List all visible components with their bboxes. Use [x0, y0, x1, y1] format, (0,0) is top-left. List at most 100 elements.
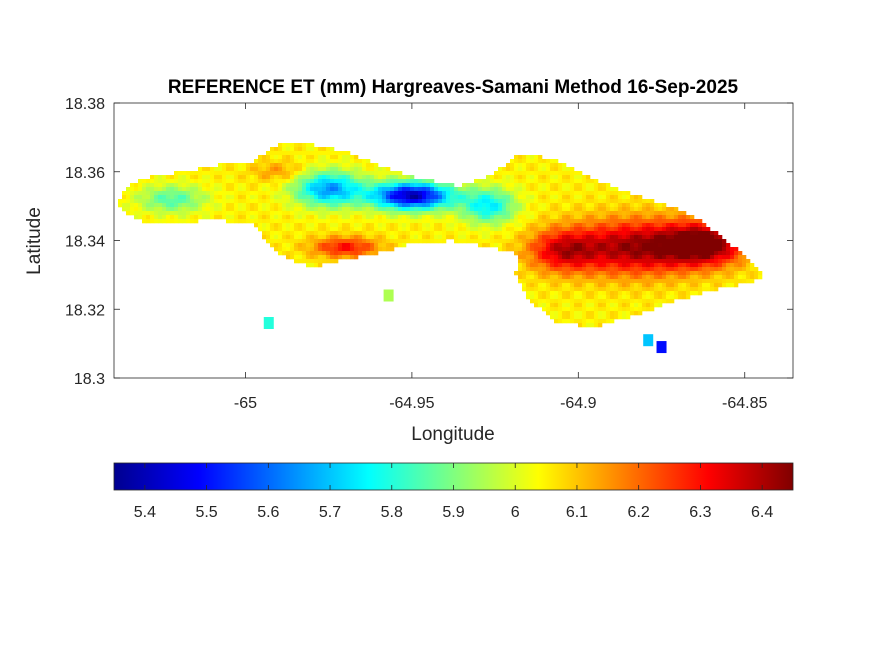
et-cell: [482, 223, 487, 228]
et-cell: [346, 255, 351, 260]
et-cell: [230, 183, 235, 188]
et-cell: [542, 271, 547, 276]
et-cell: [314, 203, 319, 208]
et-cell: [694, 267, 699, 272]
et-cell: [334, 195, 339, 200]
et-cell: [250, 163, 255, 168]
et-cell: [694, 227, 699, 232]
et-cell: [530, 251, 535, 256]
et-cell: [558, 295, 563, 300]
et-cell: [510, 211, 515, 216]
et-cell: [674, 279, 679, 284]
et-cell: [730, 247, 735, 252]
et-cell: [374, 251, 379, 256]
et-cell: [290, 255, 295, 260]
et-cell: [258, 175, 263, 180]
et-cell: [134, 215, 139, 220]
et-cell: [338, 183, 343, 188]
et-cell: [518, 267, 523, 272]
et-cell: [614, 231, 619, 236]
et-cell: [286, 147, 291, 152]
et-cell: [370, 215, 375, 220]
et-cell: [618, 255, 623, 260]
et-cell: [382, 183, 387, 188]
et-cell: [570, 287, 575, 292]
et-cell: [474, 215, 479, 220]
et-cell: [230, 171, 235, 176]
et-cell: [382, 175, 387, 180]
et-cell: [398, 183, 403, 188]
et-cell: [274, 247, 279, 252]
et-cell: [662, 255, 667, 260]
et-cell: [722, 263, 727, 268]
et-heatmap: [118, 143, 763, 354]
et-cell: [370, 199, 375, 204]
et-cell: [526, 183, 531, 188]
et-cell: [330, 147, 335, 152]
et-cell: [186, 199, 191, 204]
et-cell: [590, 303, 595, 308]
et-cell: [566, 223, 571, 228]
et-cell: [298, 247, 303, 252]
et-cell: [562, 311, 567, 316]
et-cell: [474, 239, 479, 244]
et-cell: [674, 251, 679, 256]
et-cell: [402, 183, 407, 188]
et-cell: [346, 243, 351, 248]
et-cell: [410, 219, 415, 224]
et-cell: [426, 183, 431, 188]
et-cell: [546, 195, 551, 200]
et-cell: [190, 171, 195, 176]
et-cell: [198, 195, 203, 200]
et-cell: [578, 287, 583, 292]
et-cell: [658, 235, 663, 240]
et-cell: [630, 291, 635, 296]
et-cell: [298, 203, 303, 208]
et-cell: [670, 223, 675, 228]
et-cell: [214, 175, 219, 180]
et-cell: [170, 199, 175, 204]
et-cell: [578, 299, 583, 304]
et-cell: [634, 251, 639, 256]
et-cell: [302, 195, 307, 200]
et-cell: [222, 203, 227, 208]
et-cell: [230, 187, 235, 192]
et-cell: [402, 219, 407, 224]
et-cell: [246, 179, 251, 184]
et-cell: [474, 211, 479, 216]
et-cell: [558, 175, 563, 180]
et-cell: [462, 235, 467, 240]
et-cell: [694, 247, 699, 252]
et-cell: [586, 243, 591, 248]
et-cell: [342, 163, 347, 168]
et-cell: [630, 271, 635, 276]
et-cell: [590, 267, 595, 272]
et-cell: [498, 219, 503, 224]
et-cell: [666, 235, 671, 240]
et-cell: [286, 251, 291, 256]
et-cell: [202, 171, 207, 176]
et-cell: [574, 287, 579, 292]
et-cell: [342, 207, 347, 212]
et-cell: [546, 307, 551, 312]
et-cell: [638, 303, 643, 308]
et-cell: [618, 219, 623, 224]
et-cell: [406, 235, 411, 240]
et-cell: [702, 279, 707, 284]
et-cell: [578, 263, 583, 268]
et-cell: [682, 223, 687, 228]
et-cell: [238, 171, 243, 176]
et-cell: [182, 203, 187, 208]
et-cell: [326, 215, 331, 220]
et-cell: [674, 239, 679, 244]
et-cell: [302, 171, 307, 176]
et-cell: [218, 171, 223, 176]
et-cell: [562, 195, 567, 200]
et-cell: [382, 219, 387, 224]
et-cell: [586, 251, 591, 256]
et-cell: [574, 215, 579, 220]
et-cell: [718, 271, 723, 276]
et-cell: [526, 203, 531, 208]
et-cell: [166, 211, 171, 216]
et-cell: [166, 199, 171, 204]
